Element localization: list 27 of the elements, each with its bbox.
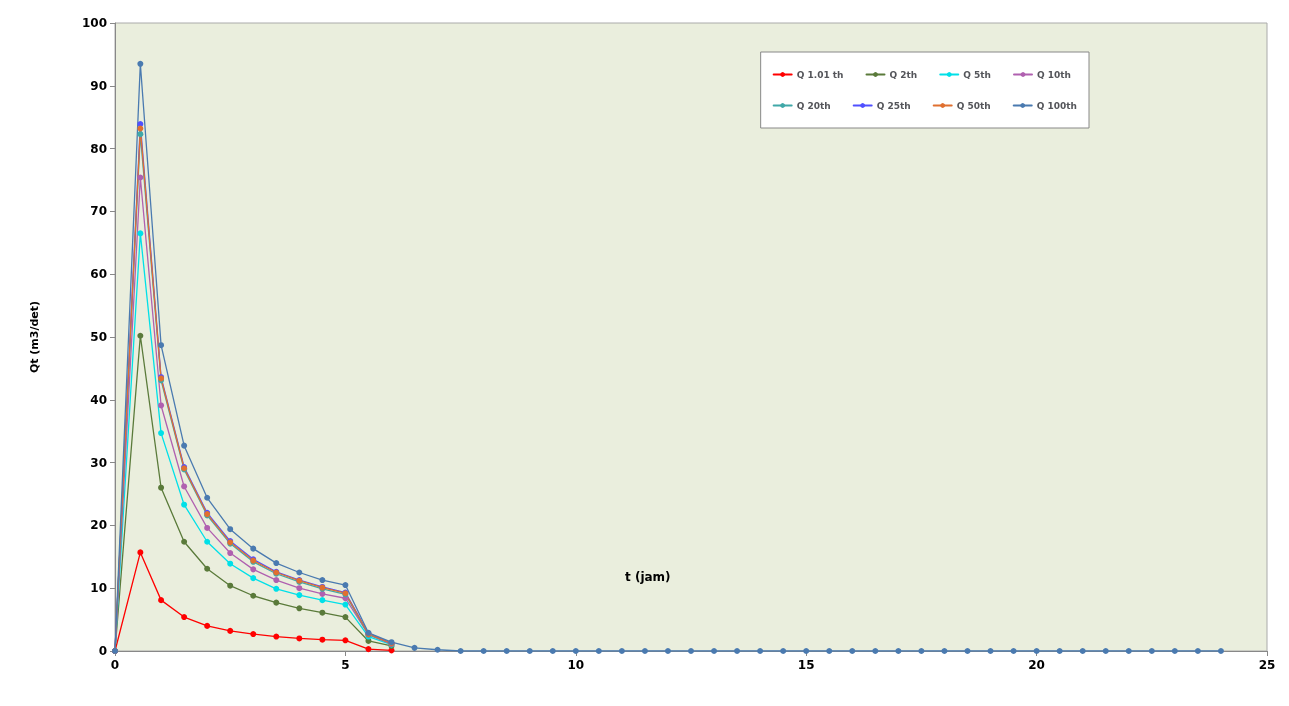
y-axis-title: Qt (m3/det) (28, 300, 41, 374)
x-tick-label: 15 (797, 658, 815, 672)
legend-label: Q 50th (956, 100, 991, 111)
legend-label: Q 25th (876, 100, 911, 111)
y-tick-label: 80 (90, 141, 107, 156)
x-tick-label: 0 (110, 658, 120, 672)
legend-label: Q 20th (796, 100, 831, 111)
y-tick-label: 30 (90, 455, 107, 470)
legend-label: Q 100th (1036, 100, 1077, 111)
y-tick-label: 10 (90, 581, 107, 596)
x-tick-label: 5 (341, 658, 350, 672)
y-tick-label: 90 (90, 78, 107, 93)
y-tick-label: 60 (90, 267, 107, 282)
x-tick-label: 20 (1028, 658, 1045, 672)
y-tick-label: 50 (90, 330, 107, 344)
legend-label: Q 10th (1037, 69, 1072, 80)
legend-label: Q 5th (963, 69, 992, 80)
y-tick-label: 20 (90, 518, 107, 533)
x-axis-title: t (jam) (625, 570, 671, 584)
x-tick-label: 10 (567, 658, 585, 672)
y-tick-label: 40 (90, 392, 107, 407)
y-tick-label: 0 (98, 644, 107, 658)
legend-label: Q 1.01 th (796, 69, 844, 80)
x-tick-label: 25 (1258, 658, 1276, 672)
y-tick-label: 100 (81, 16, 107, 30)
legend-label: Q 2th (889, 69, 918, 80)
y-tick-label: 70 (90, 204, 107, 219)
